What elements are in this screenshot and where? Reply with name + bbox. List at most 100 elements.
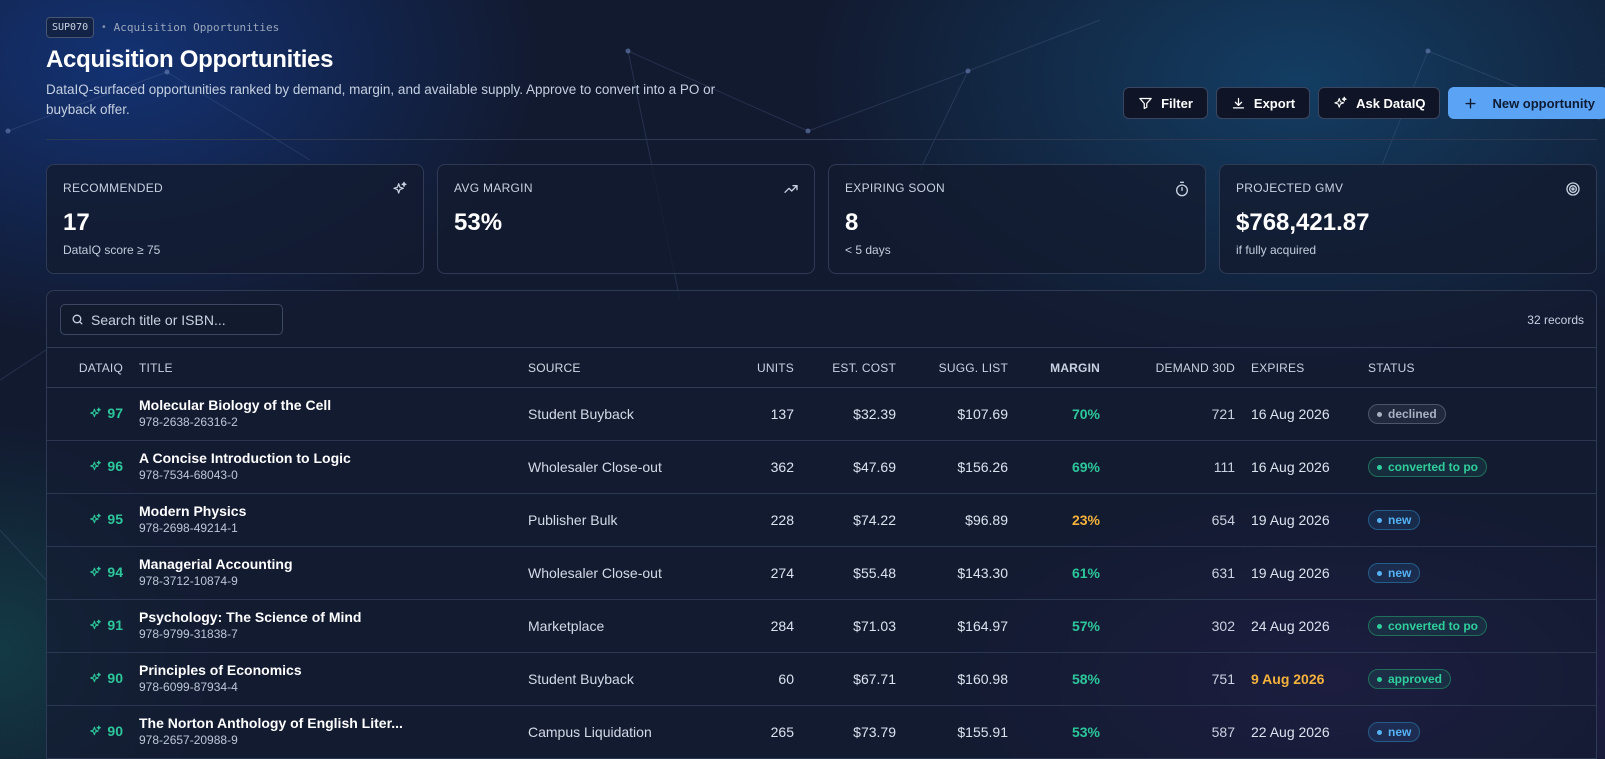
status-dot [1377, 570, 1382, 576]
dataiq-score-cell: 95 [47, 493, 139, 547]
expires-cell: 19 Aug 2026 [1235, 546, 1368, 600]
table-row[interactable]: 94 Managerial Accounting 978-3712-10874-9 W… [47, 546, 1596, 600]
column-header-margin[interactable]: MARGIN [1008, 347, 1100, 388]
table-row[interactable]: 95 Modern Physics 978-2698-49214-1 Publishe… [47, 493, 1596, 547]
search-icon [72, 314, 83, 325]
book-isbn: 978-2698-49214-1 [139, 521, 238, 535]
title-cell[interactable]: Managerial Accounting 978-3712-10874-9 [139, 546, 528, 600]
est-cost-cell: $55.48 [794, 546, 896, 600]
title-cell[interactable]: The Norton Anthology of English Liter...… [139, 705, 528, 759]
units-cell: 137 [704, 387, 794, 441]
search-box[interactable] [60, 304, 283, 335]
table-row[interactable]: 90 Principles of Economics 978-6099-87934-… [47, 652, 1596, 706]
book-title[interactable]: Principles of Economics [139, 662, 302, 678]
kpi-label: PROJECTED GMV [1236, 181, 1344, 195]
ask-dataiq-button-label: Ask DataIQ [1356, 95, 1426, 111]
table-row[interactable]: 96 A Concise Introduction to Logic 978-753… [47, 440, 1596, 494]
units-cell: 265 [704, 705, 794, 759]
table-row[interactable]: 91 Psychology: The Science of Mind 978-979… [47, 599, 1596, 653]
column-header-units[interactable]: UNITS [704, 347, 794, 388]
expires-cell: 24 Aug 2026 [1235, 599, 1368, 653]
sugg-list-cell: $156.26 [896, 440, 1008, 494]
kpi-value: 53% [454, 209, 503, 236]
expires-cell: 19 Aug 2026 [1235, 493, 1368, 547]
dataiq-score-cell: 97 [47, 387, 139, 441]
demand-cell: 302 [1100, 599, 1235, 653]
source-cell: Publisher Bulk [528, 493, 704, 547]
margin-cell: 57% [1008, 599, 1100, 653]
source-cell: Student Buyback [528, 387, 704, 441]
kpi-subtext: if fully acquired [1236, 243, 1317, 257]
status-dot [1377, 464, 1382, 470]
book-title[interactable]: Modern Physics [139, 503, 247, 519]
column-header-source[interactable]: SOURCE [528, 347, 704, 388]
title-cell[interactable]: A Concise Introduction to Logic 978-7534-… [139, 440, 528, 494]
filter-icon [1139, 97, 1152, 109]
demand-cell: 587 [1100, 705, 1235, 759]
status-label: declined [1388, 407, 1437, 422]
opportunities-table-card: 32 records DATAIQ TITLE SOURCE UNITS EST… [46, 290, 1597, 759]
table-row[interactable]: 90 The Norton Anthology of English Liter.… [47, 705, 1596, 759]
status-dot [1377, 623, 1382, 629]
status-badge: converted to po [1368, 457, 1488, 478]
filter-button[interactable]: Filter [1123, 87, 1208, 119]
units-cell: 60 [704, 652, 794, 706]
est-cost-cell: $71.03 [794, 599, 896, 653]
status-cell: new [1368, 493, 1596, 547]
column-header-expires[interactable]: EXPIRES [1235, 347, 1368, 388]
book-isbn: 978-2657-20988-9 [139, 733, 238, 747]
column-header-demand-30d[interactable]: DEMAND 30D [1100, 347, 1235, 388]
kpi-label: EXPIRING SOON [845, 181, 945, 195]
book-title[interactable]: The Norton Anthology of English Liter... [139, 715, 403, 731]
filter-button-label: Filter [1161, 95, 1193, 111]
table-row[interactable]: 97 Molecular Biology of the Cell 978-2638-… [47, 387, 1596, 441]
records-count: 32 records [1527, 313, 1584, 327]
sugg-list-cell: $155.91 [896, 705, 1008, 759]
book-title[interactable]: Molecular Biology of the Cell [139, 397, 332, 413]
units-cell: 274 [704, 546, 794, 600]
margin-cell: 58% [1008, 652, 1100, 706]
opportunities-table: DATAIQ TITLE SOURCE UNITS EST. COST SUGG… [47, 347, 1596, 759]
kpi-value: $768,421.87 [1236, 209, 1370, 236]
title-cell[interactable]: Psychology: The Science of Mind 978-9799-… [139, 599, 528, 653]
export-button[interactable]: Export [1215, 87, 1311, 119]
margin-cell: 53% [1008, 705, 1100, 759]
column-header-est-cost[interactable]: EST. COST [794, 347, 896, 388]
est-cost-cell: $74.22 [794, 493, 896, 547]
book-title[interactable]: Psychology: The Science of Mind [139, 609, 362, 625]
margin-cell: 70% [1008, 387, 1100, 441]
title-cell[interactable]: Principles of Economics 978-6099-87934-4 [139, 652, 528, 706]
new-opportunity-button-label: New opportunity [1492, 95, 1595, 111]
dataiq-score-cell: 94 [47, 546, 139, 600]
status-label: new [1388, 566, 1412, 581]
status-badge: converted to po [1368, 616, 1488, 637]
column-header-title[interactable]: TITLE [139, 347, 528, 388]
plus-icon [1465, 97, 1477, 109]
dataiq-score: 90 [89, 670, 123, 686]
title-cell[interactable]: Modern Physics 978-2698-49214-1 [139, 493, 528, 547]
breadcrumb-current[interactable]: Acquisition Opportunities [113, 21, 280, 34]
dataiq-score-cell: 90 [47, 652, 139, 706]
kpi-card-recommended: RECOMMENDED 17 DataIQ score ≥ 75 [46, 164, 424, 274]
dataiq-score-cell: 90 [47, 705, 139, 759]
ask-dataiq-button[interactable]: Ask DataIQ [1318, 87, 1441, 119]
search-input[interactable] [91, 311, 281, 328]
book-title[interactable]: Managerial Accounting [139, 556, 293, 572]
status-dot [1377, 676, 1382, 682]
download-icon [1232, 97, 1245, 108]
sugg-list-cell: $160.98 [896, 652, 1008, 706]
column-header-status[interactable]: STATUS [1368, 347, 1596, 388]
expires-cell: 9 Aug 2026 [1235, 652, 1368, 706]
book-title[interactable]: A Concise Introduction to Logic [139, 450, 351, 466]
kpi-subtext: DataIQ score ≥ 75 [63, 243, 161, 257]
column-header-dataiq[interactable]: DATAIQ [47, 347, 139, 388]
title-cell[interactable]: Molecular Biology of the Cell 978-2638-26… [139, 387, 528, 441]
column-header-sugg-list[interactable]: SUGG. LIST [896, 347, 1008, 388]
status-badge: new [1368, 563, 1421, 584]
kpi-card-expiring-soon: EXPIRING SOON 8 < 5 days [828, 164, 1206, 274]
kpi-label: AVG MARGIN [454, 181, 533, 195]
table-body: 97 Molecular Biology of the Cell 978-2638-… [47, 387, 1596, 759]
new-opportunity-button[interactable]: New opportunity [1448, 87, 1605, 119]
source-cell: Wholesaler Close-out [528, 546, 704, 600]
page-code-badge: SUP070 [46, 17, 95, 38]
